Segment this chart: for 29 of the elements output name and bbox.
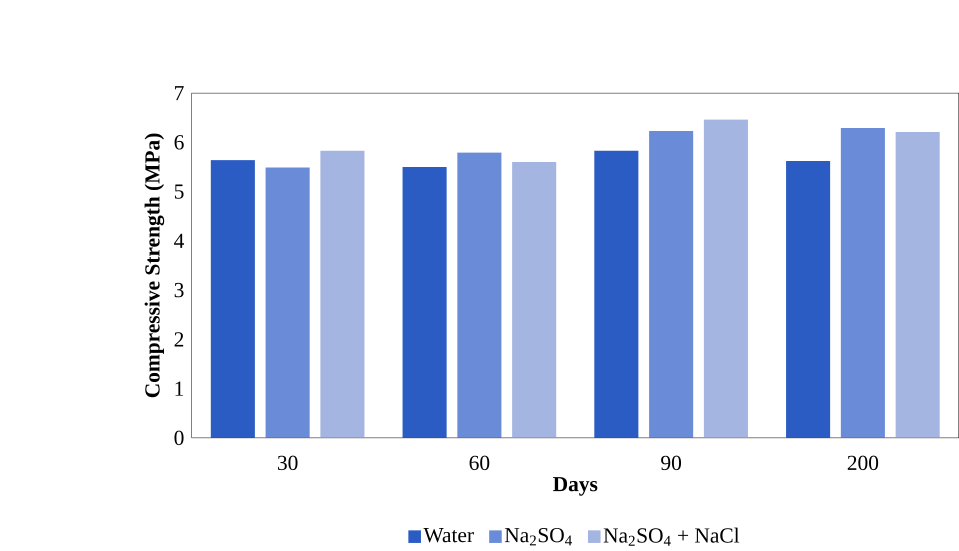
bar (649, 131, 694, 438)
bar (266, 168, 310, 438)
bar (210, 160, 255, 438)
legend-label: Na$_{2}$SO$_{4}$ + NaCl (604, 528, 740, 546)
legend-label: Water (423, 528, 474, 543)
bar (840, 128, 885, 438)
y-tick-label: 1 (176, 382, 184, 396)
bar (896, 132, 940, 438)
y-tick-label: 6 (174, 135, 184, 150)
x-tick-label: 90 (661, 456, 682, 470)
x-tick-label: 30 (278, 456, 298, 470)
bar (786, 161, 830, 438)
y-axis-title: Compressive Strength (MPa) (144, 134, 164, 398)
legend-label: Na$_{2}$SO$_{4}$ (504, 528, 572, 546)
x-tick-label: 200 (848, 456, 878, 470)
bar (320, 150, 364, 438)
bar (512, 162, 556, 438)
x-tick-label: 60 (470, 456, 490, 470)
y-tick-label: 4 (174, 234, 184, 248)
bar (457, 152, 502, 438)
bar (704, 120, 748, 438)
y-tick-label: 7 (175, 86, 184, 100)
x-axis-title: Days (553, 477, 598, 496)
bar (402, 167, 447, 438)
y-tick-label: 0 (174, 430, 184, 446)
y-tick-label: 3 (174, 283, 184, 298)
y-tick-label: 2 (174, 332, 184, 347)
y-tick-label: 5 (174, 184, 184, 199)
bar (594, 150, 638, 438)
